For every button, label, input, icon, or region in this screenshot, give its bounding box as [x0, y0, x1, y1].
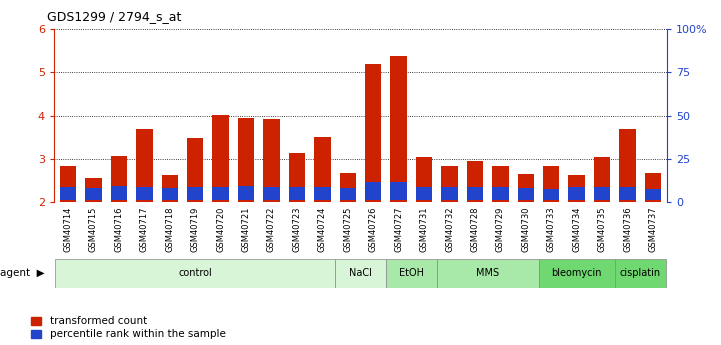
Text: GSM40716: GSM40716: [115, 206, 123, 252]
Bar: [187, 138, 203, 202]
Bar: [110, 156, 127, 202]
Bar: [416, 187, 433, 200]
Text: bleomycin: bleomycin: [552, 268, 602, 278]
Bar: [238, 186, 255, 200]
Bar: [437, 259, 539, 288]
Text: GSM40719: GSM40719: [191, 206, 200, 252]
Text: GSM40733: GSM40733: [547, 206, 556, 252]
Bar: [492, 167, 508, 202]
Bar: [386, 259, 437, 288]
Bar: [645, 172, 661, 202]
Bar: [136, 129, 153, 202]
Bar: [213, 187, 229, 200]
Bar: [365, 64, 381, 202]
Bar: [162, 175, 178, 202]
Text: control: control: [178, 268, 212, 278]
Bar: [594, 157, 611, 202]
Text: GSM40725: GSM40725: [343, 206, 353, 252]
Bar: [365, 182, 381, 200]
Bar: [335, 259, 386, 288]
Text: cisplatin: cisplatin: [619, 268, 660, 278]
Text: GSM40717: GSM40717: [140, 206, 149, 252]
Bar: [518, 188, 534, 200]
Bar: [390, 56, 407, 202]
Text: GSM40720: GSM40720: [216, 206, 225, 252]
Text: GSM40715: GSM40715: [89, 206, 98, 252]
Bar: [568, 187, 585, 200]
Text: GSM40722: GSM40722: [267, 206, 276, 252]
Bar: [619, 187, 636, 200]
Bar: [466, 161, 483, 202]
Bar: [539, 259, 615, 288]
Bar: [60, 187, 76, 200]
Text: GSM40726: GSM40726: [368, 206, 378, 252]
Bar: [390, 182, 407, 200]
Text: GSM40730: GSM40730: [521, 206, 530, 252]
Text: GDS1299 / 2794_s_at: GDS1299 / 2794_s_at: [47, 10, 181, 23]
Text: GSM40727: GSM40727: [394, 206, 403, 252]
Bar: [416, 157, 433, 202]
Bar: [288, 153, 305, 202]
Bar: [645, 189, 661, 200]
Text: GSM40737: GSM40737: [648, 206, 658, 252]
Bar: [110, 186, 127, 200]
Bar: [568, 175, 585, 202]
Text: GSM40734: GSM40734: [572, 206, 581, 252]
Bar: [85, 178, 102, 202]
Bar: [615, 259, 665, 288]
Text: agent  ▶: agent ▶: [0, 268, 45, 278]
Text: MMS: MMS: [476, 268, 499, 278]
Bar: [441, 167, 458, 202]
Text: GSM40735: GSM40735: [598, 206, 606, 252]
Bar: [56, 259, 335, 288]
Bar: [162, 188, 178, 200]
Bar: [543, 189, 559, 200]
Bar: [518, 174, 534, 202]
Bar: [441, 187, 458, 200]
Bar: [466, 187, 483, 200]
Text: EtOH: EtOH: [399, 268, 424, 278]
Bar: [594, 187, 611, 200]
Text: GSM40718: GSM40718: [165, 206, 174, 252]
Bar: [238, 118, 255, 202]
Bar: [492, 187, 508, 200]
Legend: transformed count, percentile rank within the sample: transformed count, percentile rank withi…: [27, 312, 230, 344]
Text: NaCl: NaCl: [349, 268, 372, 278]
Bar: [340, 172, 356, 202]
Text: GSM40714: GSM40714: [63, 206, 73, 252]
Text: GSM40732: GSM40732: [445, 206, 454, 252]
Bar: [263, 119, 280, 202]
Text: GSM40724: GSM40724: [318, 206, 327, 252]
Bar: [85, 188, 102, 200]
Bar: [213, 115, 229, 202]
Bar: [340, 188, 356, 200]
Bar: [263, 187, 280, 200]
Bar: [314, 187, 331, 200]
Text: GSM40731: GSM40731: [420, 206, 428, 252]
Bar: [314, 137, 331, 202]
Bar: [543, 167, 559, 202]
Text: GSM40723: GSM40723: [293, 206, 301, 252]
Bar: [187, 187, 203, 200]
Text: GSM40721: GSM40721: [242, 206, 251, 252]
Bar: [288, 187, 305, 200]
Bar: [60, 167, 76, 202]
Text: GSM40728: GSM40728: [470, 206, 479, 252]
Bar: [136, 187, 153, 200]
Text: GSM40729: GSM40729: [496, 206, 505, 252]
Bar: [619, 129, 636, 202]
Text: GSM40736: GSM40736: [623, 206, 632, 252]
